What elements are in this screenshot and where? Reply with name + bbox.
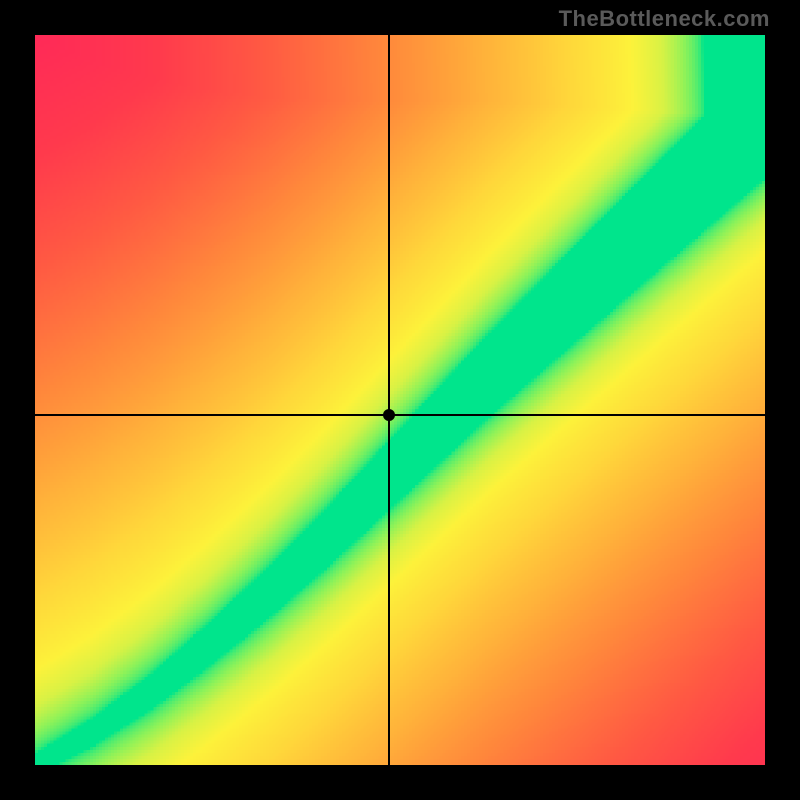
heatmap-plot	[35, 35, 765, 765]
watermark-text: TheBottleneck.com	[559, 6, 770, 32]
crosshair-horizontal	[35, 414, 765, 416]
crosshair-marker	[383, 409, 395, 421]
heatmap-canvas	[35, 35, 765, 765]
crosshair-vertical	[388, 35, 390, 765]
